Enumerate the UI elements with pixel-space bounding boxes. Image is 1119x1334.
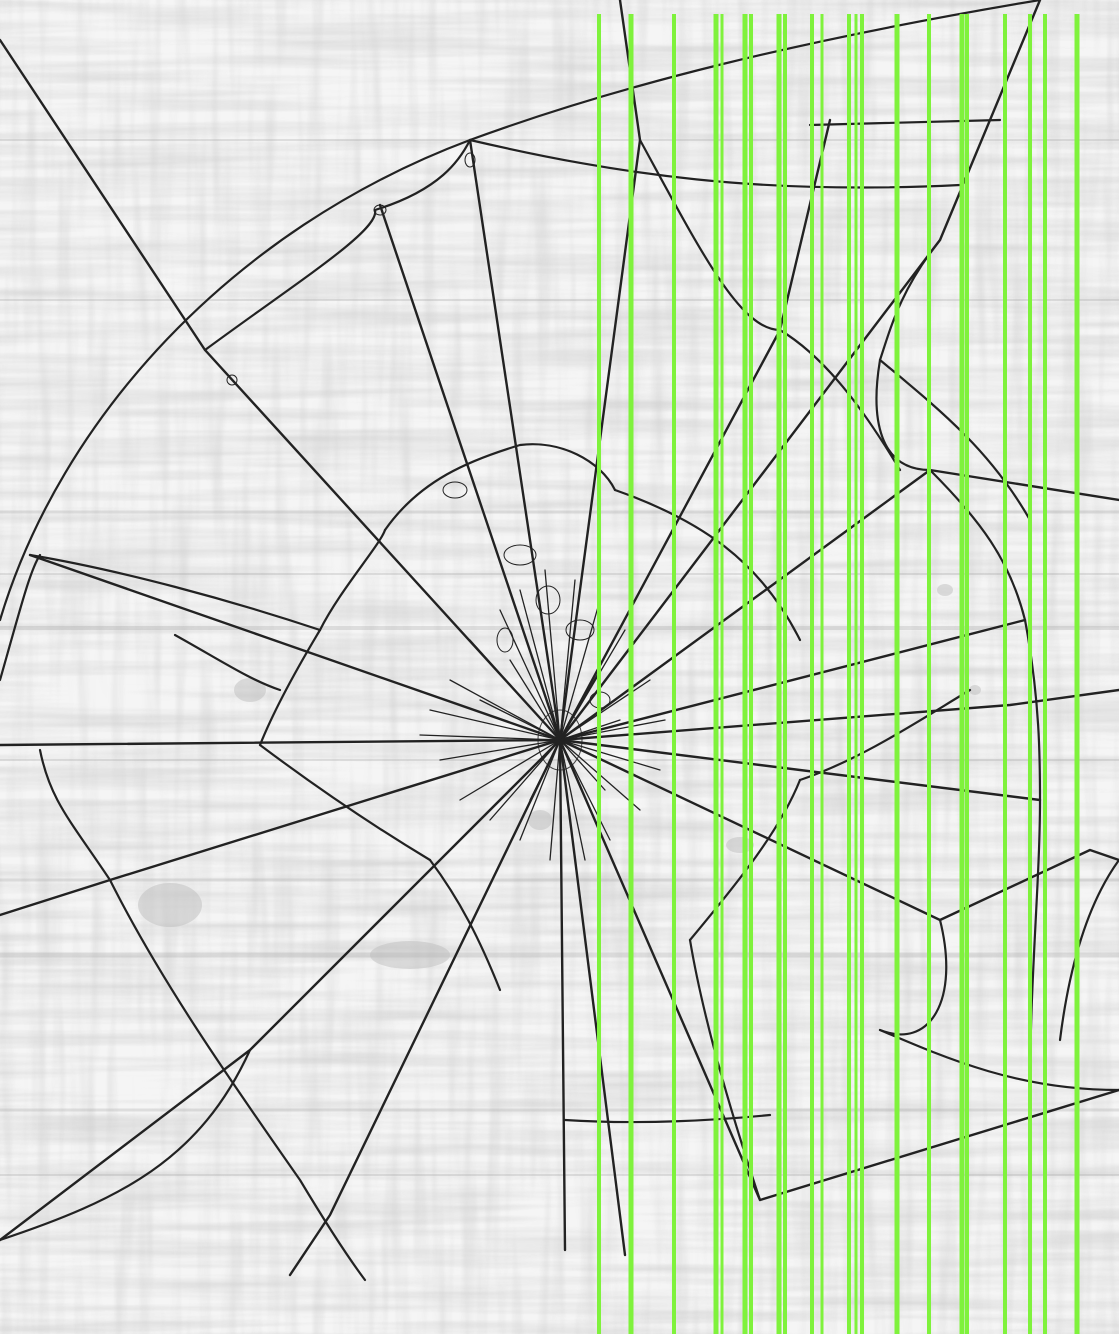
impact-point-icon [537, 709, 583, 771]
impact-shatter [419, 569, 666, 861]
